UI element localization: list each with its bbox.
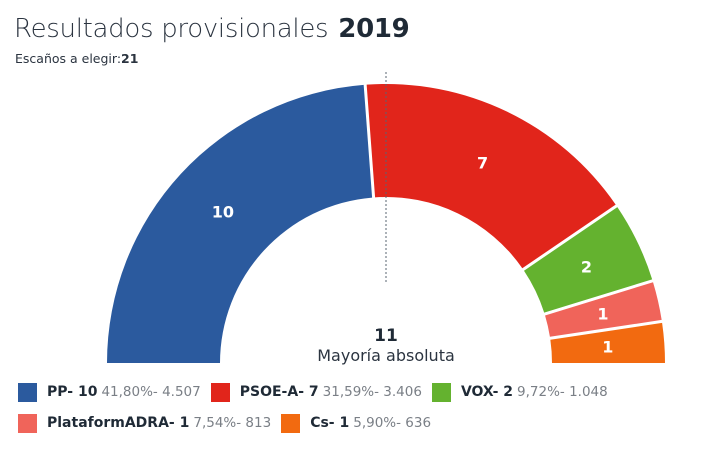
legend-item-plataformadra[interactable]: PlataformADRA- 1 7,54%- 813 [18,413,272,433]
legend-stat: 7,54%- 813 [193,415,272,431]
seats-total: 21 [121,51,139,66]
legend-stat: 31,59%- 3.406 [322,384,422,400]
legend-stat: 41,80%- 4.507 [101,384,201,400]
legend-stat: 9,72%- 1.048 [517,384,608,400]
seat-segment-pp[interactable] [107,84,373,364]
legend-row: PP- 10 41,80%- 4.507 PSOE-A- 7 31,59%- 3… [18,381,618,403]
seat-count-label-plataformadra: 1 [597,304,608,323]
legend-swatch [431,382,451,402]
seat-count-label-cs: 1 [602,337,613,356]
legend-item-cs[interactable]: Cs- 1 5,90%- 636 [281,413,432,433]
legend-item-psoe-a[interactable]: PSOE-A- 7 31,59%- 3.406 [210,382,422,402]
seat-count-label-psoe-a: 7 [477,154,488,173]
seat-count-label-pp: 10 [212,203,234,222]
legend-item-vox[interactable]: VOX- 2 9,72%- 1.048 [431,382,608,402]
legend-swatch [210,382,230,402]
legend-label: Cs- 1 [310,415,350,431]
chart-title: Resultados provisionales 2019 [14,14,410,44]
legend-swatch [18,413,37,433]
legend-label: PSOE-A- 7 [239,384,319,400]
legend-swatch [18,382,37,402]
legend-row: PlataformADRA- 1 7,54%- 813 Cs- 1 5,90%-… [18,412,618,434]
seat-segment-psoe-a[interactable] [366,83,616,269]
title-text: Resultados provisionales [14,14,329,44]
legend-label: PP- 10 [47,384,98,400]
legend-item-pp[interactable]: PP- 10 41,80%- 4.507 [18,382,201,402]
seats-label: Escaños a elegir: [15,51,122,66]
majority-label: Mayoría absoluta [317,346,455,365]
legend-swatch [281,413,301,433]
seat-segment-vox[interactable] [523,207,653,313]
seats-to-elect: Escaños a elegir:21 [15,51,138,66]
legend: PP- 10 41,80%- 4.507 PSOE-A- 7 31,59%- 3… [18,381,618,443]
seat-segment-cs[interactable] [550,322,665,363]
legend-label: VOX- 2 [460,384,514,400]
seat-count-label-vox: 2 [581,257,592,276]
legend-stat: 5,90%- 636 [353,415,432,431]
legend-label: PlataformADRA- 1 [47,415,190,431]
seat-segment-plataformadra[interactable] [545,282,662,337]
majority-value: 11 [374,326,398,346]
title-year: 2019 [338,14,410,44]
